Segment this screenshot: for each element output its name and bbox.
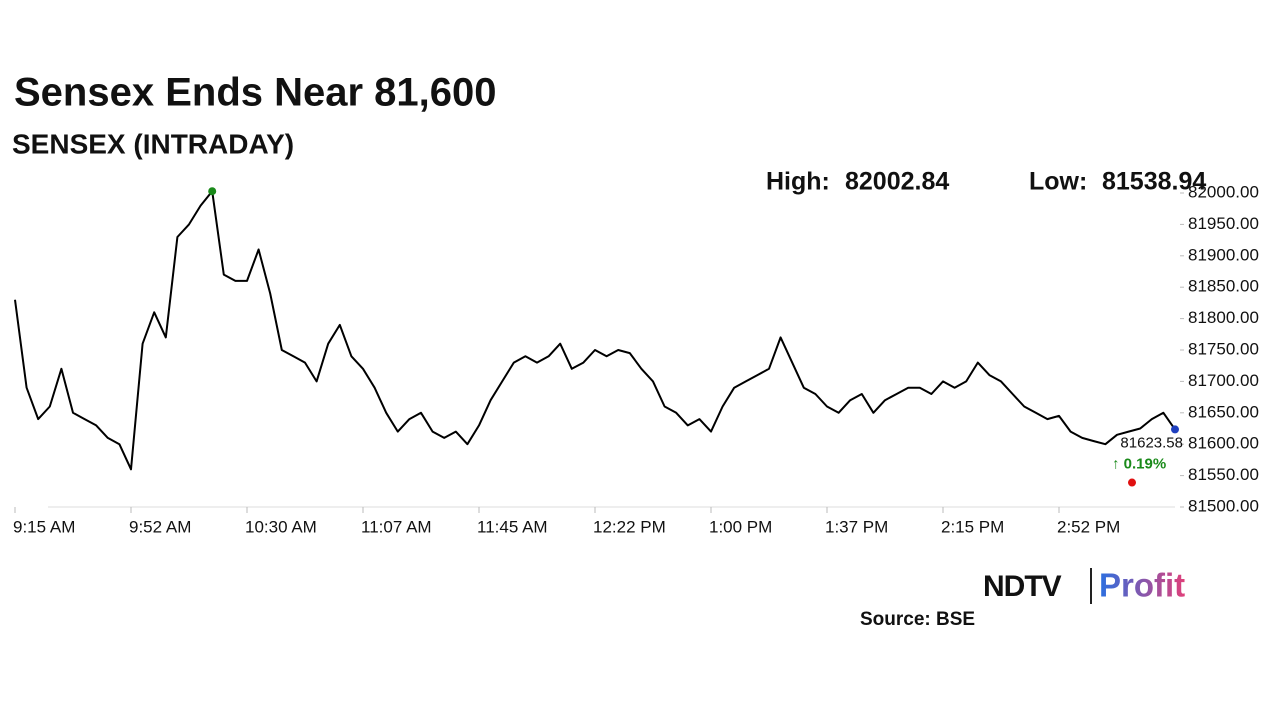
high-marker <box>208 187 217 196</box>
x-tick-label: 1:00 PM <box>709 517 772 536</box>
y-tick-label: 81650.00 <box>1188 402 1259 421</box>
x-tick-label: 10:30 AM <box>245 517 317 536</box>
x-tick-label: 9:52 AM <box>129 517 191 536</box>
low-marker <box>1128 478 1136 487</box>
chart-title: Sensex Ends Near 81,600 <box>14 71 497 115</box>
price-line <box>14 190 1176 471</box>
y-tick-label: 81800.00 <box>1188 308 1259 327</box>
low-label: Low: <box>1029 168 1087 196</box>
x-tick-label: 12:22 PM <box>593 517 666 536</box>
y-tick-label: 81550.00 <box>1188 465 1259 484</box>
low-value: 81538.94 <box>1102 168 1206 196</box>
x-tick-label: 9:15 AM <box>13 517 75 536</box>
high-value: 82002.84 <box>845 168 949 196</box>
y-tick-label: 81850.00 <box>1188 277 1259 296</box>
change-label: ↑ 0.19% <box>1112 455 1166 472</box>
x-tick-label: 2:15 PM <box>941 517 1004 536</box>
x-tick-label: 2:52 PM <box>1057 517 1120 536</box>
y-tick-label: 81750.00 <box>1188 339 1259 358</box>
x-tick-label: 11:45 AM <box>477 517 548 536</box>
high-label: High: <box>766 168 830 196</box>
y-tick-label: 81500.00 <box>1188 496 1259 515</box>
x-tick-label: 1:37 PM <box>825 517 888 536</box>
y-tick-label: 81600.00 <box>1188 434 1259 453</box>
brand-ndtv: NDTV <box>983 570 1062 603</box>
y-tick-label: 82000.00 <box>1188 182 1259 201</box>
last-marker <box>1171 425 1179 434</box>
y-tick-label: 81950.00 <box>1188 214 1259 233</box>
x-tick-label: 11:07 AM <box>361 517 432 536</box>
y-tick-label: 81900.00 <box>1188 245 1259 264</box>
source: Source: BSE <box>860 609 975 630</box>
brand-profit: Profit <box>1099 567 1185 604</box>
y-tick-label: 81700.00 <box>1188 371 1259 390</box>
last-value-label: 81623.58 <box>1120 434 1183 451</box>
chart-subtitle: SENSEX (INTRADAY) <box>12 128 294 159</box>
